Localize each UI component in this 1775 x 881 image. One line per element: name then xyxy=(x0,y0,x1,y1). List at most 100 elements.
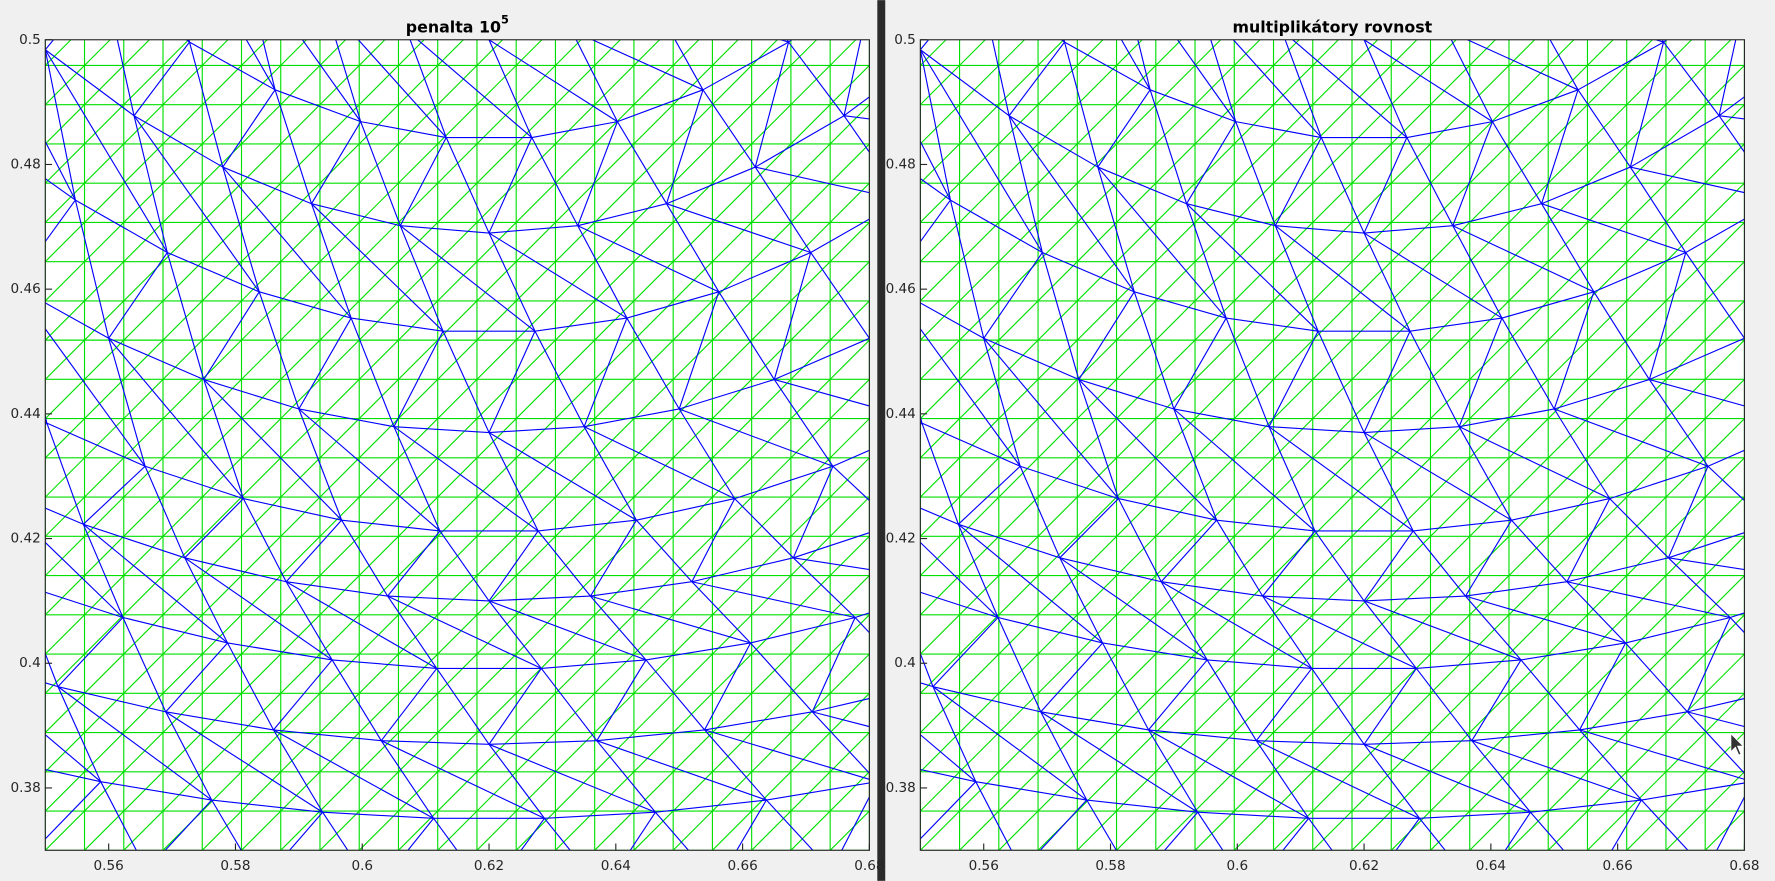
mesh-line xyxy=(1554,378,1650,410)
mesh-line xyxy=(920,39,1732,851)
mesh-line xyxy=(983,338,1021,467)
mesh-line xyxy=(166,252,205,380)
mesh-line xyxy=(534,317,627,332)
mesh-line xyxy=(222,166,352,319)
mesh-line xyxy=(1148,729,1309,819)
mesh-line xyxy=(1729,617,1745,634)
mesh-line xyxy=(488,39,533,138)
mesh-line xyxy=(666,203,811,254)
mesh-line xyxy=(1465,581,1568,597)
mesh-line xyxy=(1508,614,1745,851)
mesh-line xyxy=(1625,616,1731,644)
mesh-line xyxy=(211,799,242,851)
mesh-line xyxy=(45,177,76,201)
mesh-line xyxy=(1641,799,1689,851)
mesh-line xyxy=(1042,251,1135,293)
mesh-line xyxy=(1059,557,1104,644)
mesh-line xyxy=(1363,232,1503,319)
mesh-line xyxy=(45,781,102,840)
mesh-line xyxy=(241,221,870,851)
mesh-line xyxy=(750,642,813,713)
mesh-line xyxy=(1541,166,1631,205)
mesh-line xyxy=(335,39,362,122)
mesh-line xyxy=(589,519,637,597)
mesh-line xyxy=(351,317,444,332)
mesh-line xyxy=(843,96,870,117)
mesh-line xyxy=(133,41,190,117)
mesh-line xyxy=(1406,121,1493,139)
mesh-line xyxy=(439,530,490,602)
mesh-line xyxy=(920,591,999,619)
mesh-line xyxy=(1458,317,1503,427)
mesh-line xyxy=(920,39,1614,734)
y-tick-label: 0.46 xyxy=(11,281,41,297)
mesh-line xyxy=(555,535,870,851)
x-tick-label: 0.62 xyxy=(474,858,504,874)
mesh-line xyxy=(165,711,323,813)
mesh-line xyxy=(590,595,647,661)
mesh-line xyxy=(674,39,704,91)
mesh-line xyxy=(108,337,244,499)
mesh-line xyxy=(1173,408,1316,532)
y-tick-label: 0.44 xyxy=(11,406,41,422)
mesh-line xyxy=(162,143,870,851)
mesh-line xyxy=(1235,121,1322,139)
mesh-line xyxy=(243,498,342,521)
mesh-line xyxy=(920,39,1536,655)
mesh-line xyxy=(1419,811,1531,819)
mesh-line xyxy=(655,799,767,813)
mesh-line xyxy=(1040,711,1088,801)
mesh-line xyxy=(1041,252,1080,380)
mesh-line xyxy=(310,203,352,319)
mesh-line xyxy=(488,225,578,234)
mesh-line xyxy=(1625,642,1688,713)
mesh-line xyxy=(1547,653,1745,851)
mesh-line xyxy=(1390,496,1745,851)
mesh-line xyxy=(1363,39,1493,123)
x-tick-label: 0.62 xyxy=(1349,858,1379,874)
title-text: penalta 10 xyxy=(406,17,501,36)
mesh-line xyxy=(259,291,352,319)
mesh-line xyxy=(596,740,767,801)
mesh-line xyxy=(921,422,959,525)
mesh-line xyxy=(626,317,680,410)
mesh-line xyxy=(1097,166,1227,319)
mesh-line xyxy=(1364,595,1466,602)
mesh-line xyxy=(1663,41,1720,117)
mesh-line xyxy=(1566,581,1626,644)
mesh-line xyxy=(122,616,228,644)
x-tick-label: 0.64 xyxy=(1476,858,1506,874)
mesh-line xyxy=(201,182,870,851)
mesh-line xyxy=(1501,317,1555,410)
mesh-line xyxy=(1262,595,1313,669)
mesh-line xyxy=(812,711,870,728)
mesh-line xyxy=(488,232,536,332)
mesh-line xyxy=(843,115,870,154)
mesh-line xyxy=(774,337,870,381)
mesh-line xyxy=(380,740,435,819)
mesh-line xyxy=(1363,743,1531,813)
mesh-line xyxy=(983,337,1080,381)
mesh-line xyxy=(645,659,706,731)
mesh-line xyxy=(596,729,705,742)
mesh-line xyxy=(1629,41,1665,168)
mesh-line xyxy=(596,740,656,813)
mesh-line xyxy=(1685,218,1745,254)
mesh-line xyxy=(920,781,977,840)
mesh-line xyxy=(442,330,490,433)
title-exponent: 5 xyxy=(501,13,509,27)
mesh-line xyxy=(1040,711,1149,731)
mesh-line xyxy=(488,530,539,602)
mesh-line xyxy=(488,600,542,669)
mesh-line xyxy=(274,89,313,204)
mesh-line xyxy=(1469,574,1745,851)
mesh-line xyxy=(596,659,647,741)
axes-box xyxy=(919,39,1746,851)
mesh-line xyxy=(1274,137,1322,226)
mesh-line xyxy=(577,121,618,226)
mesh-line xyxy=(45,302,109,339)
mesh-line xyxy=(1452,203,1542,227)
mesh-line xyxy=(393,426,490,434)
mesh-line xyxy=(399,225,444,332)
mesh-line xyxy=(82,465,146,525)
